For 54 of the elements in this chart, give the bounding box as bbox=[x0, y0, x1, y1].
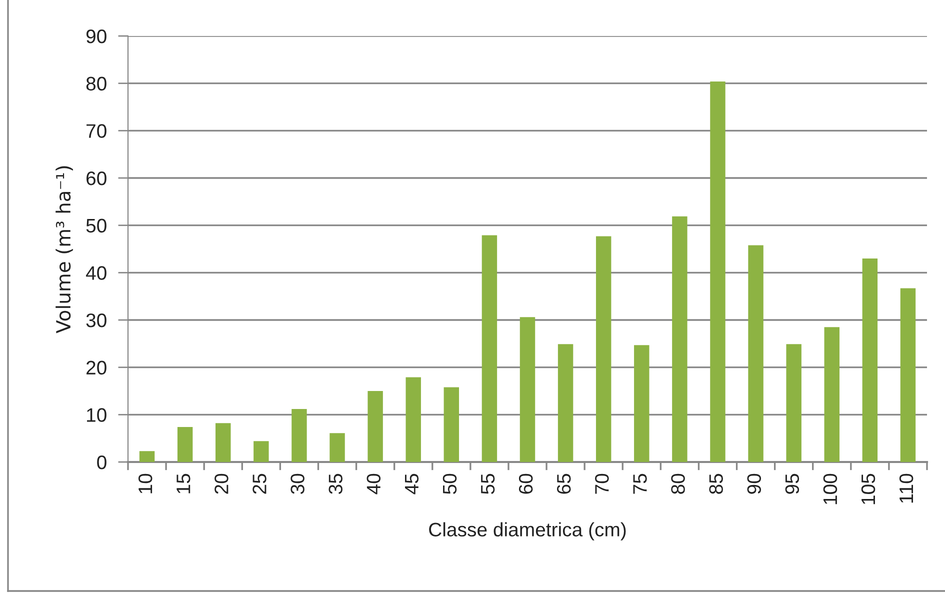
x-axis-title: Classe diametrica (cm) bbox=[429, 522, 626, 540]
x-tick-label: 85 bbox=[709, 474, 723, 494]
x-tick-label: 65 bbox=[557, 474, 571, 494]
bar bbox=[254, 441, 269, 462]
y-tick-label: 20 bbox=[86, 360, 106, 375]
x-tick-label: 105 bbox=[861, 474, 876, 504]
bar bbox=[330, 433, 345, 462]
y-tick-label: 80 bbox=[86, 76, 106, 91]
y-tick-label: 30 bbox=[86, 313, 106, 328]
x-tick-label: 75 bbox=[633, 474, 647, 494]
bar bbox=[216, 423, 231, 462]
x-tick-label: 100 bbox=[823, 474, 838, 504]
y-tick-label: 90 bbox=[86, 29, 106, 44]
x-tick-label: 95 bbox=[785, 474, 800, 494]
x-tick-label: 30 bbox=[290, 474, 304, 494]
x-tick-label: 25 bbox=[252, 474, 266, 494]
x-tick-label: 55 bbox=[481, 474, 495, 494]
x-tick-label: 110 bbox=[899, 474, 914, 503]
y-tick-label: 70 bbox=[86, 124, 106, 138]
bar bbox=[177, 426, 193, 462]
x-tick-label: 15 bbox=[176, 474, 190, 494]
bar bbox=[558, 344, 574, 462]
bar bbox=[368, 391, 383, 462]
x-tick-label: 40 bbox=[366, 474, 381, 494]
x-tick-label: 90 bbox=[747, 474, 762, 494]
bar bbox=[596, 236, 612, 462]
x-tick-label: 60 bbox=[518, 474, 533, 494]
bar bbox=[634, 345, 650, 462]
bar bbox=[710, 81, 726, 462]
bar bbox=[520, 317, 536, 462]
y-tick-label: 0 bbox=[97, 455, 106, 470]
x-tick-label: 10 bbox=[138, 474, 152, 494]
y-tick-label: 60 bbox=[86, 171, 106, 186]
x-tick-label: 45 bbox=[405, 474, 419, 494]
y-axis-title: Volume (m³ ha⁻¹) bbox=[56, 166, 73, 334]
y-tick-label: 50 bbox=[86, 218, 106, 233]
bar bbox=[482, 235, 498, 462]
bar bbox=[139, 451, 155, 462]
bar bbox=[748, 245, 764, 462]
bar bbox=[786, 344, 802, 462]
x-tick-label: 50 bbox=[442, 474, 457, 494]
x-tick-label: 35 bbox=[328, 474, 342, 494]
bar bbox=[672, 216, 688, 462]
bar bbox=[292, 408, 307, 462]
x-tick-label: 20 bbox=[214, 474, 228, 494]
bar bbox=[862, 258, 878, 462]
y-tick-label: 10 bbox=[87, 408, 106, 422]
bar bbox=[900, 288, 916, 462]
y-tick-label: 40 bbox=[86, 266, 106, 280]
x-tick-label: 80 bbox=[671, 474, 685, 494]
bar bbox=[406, 377, 421, 462]
x-tick-label: 70 bbox=[595, 474, 609, 494]
bar bbox=[824, 327, 840, 462]
bar bbox=[444, 387, 460, 462]
